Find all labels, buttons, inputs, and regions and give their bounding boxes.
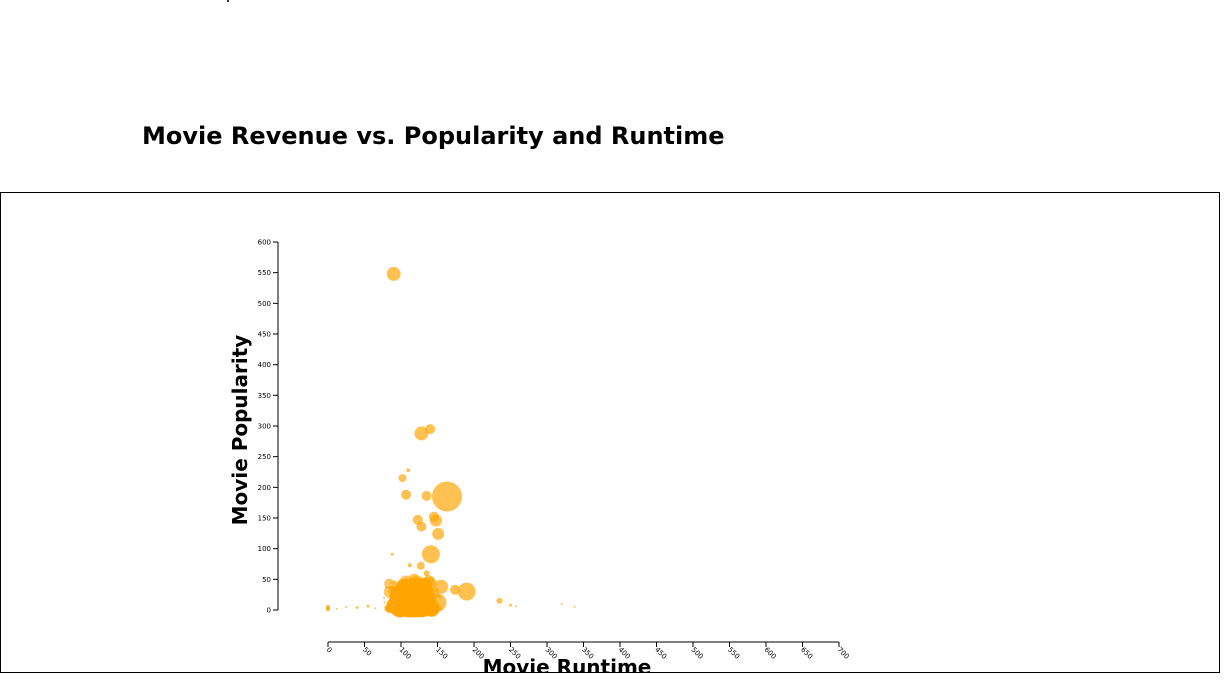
bubble — [383, 597, 386, 600]
x-tick-label: 500 — [690, 646, 705, 661]
bubble — [384, 606, 386, 609]
bubble — [415, 582, 418, 585]
x-axis-title: Movie Runtime — [483, 655, 652, 673]
bubble — [411, 597, 414, 599]
bubble — [407, 563, 412, 568]
bubble — [403, 581, 407, 585]
bubble — [432, 481, 462, 512]
bubble — [394, 588, 409, 603]
bubble — [417, 581, 420, 585]
x-tick-label: 700 — [836, 646, 851, 661]
chart-container: 0 50 100 150 200 250 300 350 400 450 500 550 600 0 50… — [0, 192, 1220, 673]
bubble — [326, 607, 330, 612]
bubble — [434, 579, 449, 594]
y-tick-label: 150 — [258, 515, 271, 523]
bubble — [415, 597, 420, 602]
bubble — [412, 584, 415, 587]
bubble — [409, 573, 420, 584]
bubble — [345, 605, 348, 608]
x-tick-label: 450 — [653, 646, 668, 661]
bubble — [515, 605, 518, 608]
y-tick-label: 600 — [258, 239, 271, 247]
bubble — [374, 607, 377, 610]
bubble — [390, 552, 394, 556]
y-tick-label: 100 — [258, 545, 271, 553]
bubble — [390, 607, 393, 610]
bubble — [421, 545, 440, 564]
bubble — [409, 597, 412, 600]
y-tick-label: 50 — [262, 576, 271, 584]
bubble — [389, 585, 396, 592]
bubble — [398, 605, 407, 614]
bubble — [405, 589, 414, 598]
x-tick-label: 0 — [325, 646, 334, 655]
bubble — [335, 607, 338, 610]
y-tick-label: 350 — [258, 392, 271, 400]
bubble — [423, 570, 430, 577]
bubble — [398, 474, 407, 483]
bubble — [355, 606, 359, 609]
bubble — [509, 603, 512, 607]
bubble — [432, 527, 445, 540]
x-tick-label: 650 — [799, 646, 814, 661]
bubble — [414, 426, 429, 441]
bubble — [457, 582, 476, 601]
bubble — [383, 601, 386, 604]
bubble — [425, 591, 429, 595]
bubble — [430, 514, 442, 527]
y-tick-label: 250 — [258, 453, 271, 461]
y-tick-label: 0 — [267, 607, 271, 615]
bubble — [428, 593, 447, 612]
stray-pixel — [227, 0, 229, 2]
bubble — [386, 266, 401, 281]
bubble — [450, 584, 460, 595]
y-tick-label: 400 — [258, 361, 271, 369]
bubble — [388, 590, 391, 593]
bubble — [412, 594, 415, 597]
x-tick-label: 600 — [763, 646, 778, 661]
y-tick-label: 200 — [258, 484, 271, 492]
x-tick-label: 150 — [434, 646, 449, 661]
bubble — [402, 593, 408, 599]
x-tick-label: 550 — [726, 646, 741, 661]
page-title: Movie Revenue vs. Popularity and Runtime — [142, 122, 725, 150]
x-tick-label: 100 — [398, 646, 413, 661]
y-tick-label: 500 — [258, 300, 271, 308]
bubble — [415, 602, 426, 613]
bubble — [416, 561, 425, 570]
bubble — [401, 489, 412, 500]
bubble — [496, 597, 503, 604]
bubble — [421, 490, 432, 501]
bubble — [573, 605, 576, 608]
bubble — [420, 591, 425, 596]
x-tick-label: 50 — [361, 646, 373, 658]
bubble-chart: 0 50 100 150 200 250 300 350 400 450 500 550 600 0 50… — [228, 239, 851, 673]
bubble — [366, 604, 370, 608]
y-axis-title: Movie Popularity — [228, 335, 252, 526]
y-tick-label: 450 — [258, 331, 271, 339]
bubble — [405, 585, 409, 588]
bubble — [406, 468, 411, 473]
y-axis: 0 50 100 150 200 250 300 350 400 450 500 550 600 — [258, 239, 279, 615]
bubble — [416, 587, 419, 590]
y-tick-label: 300 — [258, 423, 271, 431]
bubble — [390, 600, 394, 603]
bubble-layer — [326, 266, 576, 618]
bubble — [423, 590, 426, 593]
bubble — [392, 580, 397, 585]
bubble — [560, 602, 563, 605]
bubble — [416, 521, 427, 532]
y-tick-label: 550 — [258, 269, 271, 277]
bubble — [422, 575, 435, 588]
bubble — [401, 598, 405, 601]
bubble — [425, 424, 436, 435]
